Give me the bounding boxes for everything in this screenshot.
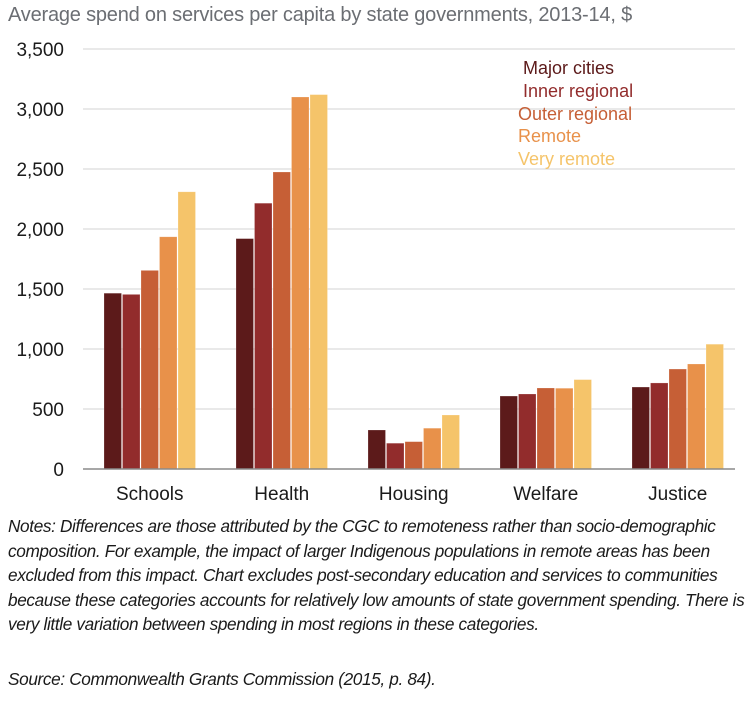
y-tick-label: 3,000 [16,100,64,121]
bar-welfare-inner-regional [518,393,537,470]
y-axis: 0 500 1,000 1,500 2,000 2,500 3,000 3,500 [16,40,64,481]
legend-entry: Outer regional [518,104,632,124]
bar-chart: 0 500 1,000 1,500 2,000 2,500 3,000 3,500 Schoo… [16,40,735,505]
bar-justice-major-cities [631,386,650,470]
bar-health-major-cities [235,238,254,470]
y-tick-label: 500 [32,400,64,421]
bar-housing-outer-regional [404,441,423,470]
bar-welfare-remote [555,387,574,470]
bar-housing-major-cities [367,429,386,470]
x-tick-label: Housing [379,484,449,505]
bar-schools-outer-regional [140,270,159,470]
chart-title: Average spend on services per capita by … [8,4,632,26]
bar-health-outer-regional [272,171,291,470]
legend: Major cities Inner regional Outer regional… [518,58,633,169]
x-tick-label: Schools [116,484,184,505]
y-tick-label: 2,500 [16,160,64,181]
x-axis: Schools Health Housing Welfare Justice [116,484,707,505]
bar-justice-very-remote [705,343,724,470]
bar-welfare-outer-regional [536,387,555,470]
bar-health-remote [291,96,310,470]
y-tick-label: 0 [53,460,64,481]
bar-schools-remote [159,236,178,470]
bar-housing-very-remote [441,414,460,470]
bar-justice-inner-regional [650,382,669,470]
gridlines [83,48,735,410]
y-tick-label: 2,000 [16,220,64,241]
legend-entry: Very remote [518,149,615,169]
chart-notes: Notes: Differences are those attributed … [8,516,745,634]
y-tick-label: 1,500 [16,280,64,301]
bar-justice-remote [687,363,706,470]
bar-welfare-major-cities [499,395,518,470]
bar-welfare-very-remote [573,379,592,470]
legend-entry: Inner regional [523,81,633,101]
chart-source: Source: Commonwealth Grants Commission (… [8,669,436,689]
legend-entry: Remote [518,126,581,146]
y-tick-label: 1,000 [16,340,64,361]
bar-justice-outer-regional [668,368,687,470]
bar-schools-very-remote [177,191,196,470]
bar-schools-inner-regional [122,294,141,470]
bar-health-inner-regional [254,202,273,470]
bar-housing-inner-regional [386,442,405,470]
bar-housing-remote [423,427,442,470]
bar-schools-major-cities [103,292,122,470]
x-tick-label: Welfare [513,484,578,505]
y-tick-label: 3,500 [16,40,64,61]
bars [103,94,724,470]
x-tick-label: Health [254,484,309,505]
bar-health-very-remote [309,94,328,470]
x-tick-label: Justice [648,484,707,505]
legend-entry: Major cities [523,58,614,78]
